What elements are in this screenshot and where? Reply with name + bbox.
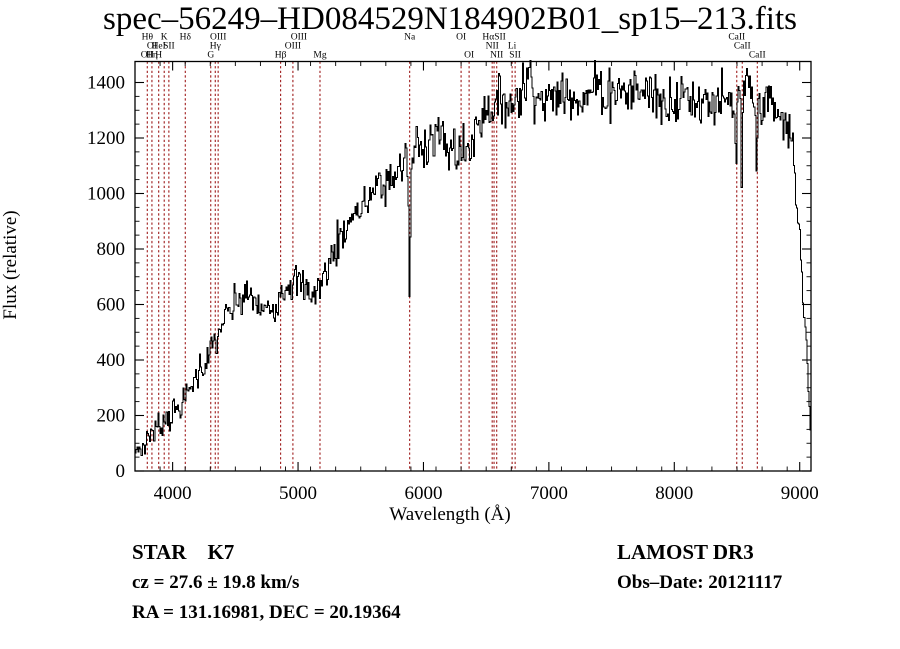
svg-text:1400: 1400 [87, 73, 125, 94]
svg-text:Hδ: Hδ [180, 33, 192, 43]
svg-text:8000: 8000 [655, 483, 693, 504]
svg-text:OI: OI [464, 51, 474, 61]
svg-text:Mg: Mg [313, 51, 326, 61]
svg-text:5000: 5000 [279, 483, 317, 504]
svg-text:OIII: OIII [285, 42, 301, 52]
svg-text:SII: SII [509, 51, 521, 61]
svg-text:1000: 1000 [87, 184, 125, 205]
svg-text:NII: NII [490, 51, 503, 61]
svg-text:Hβ: Hβ [275, 51, 287, 61]
svg-text:SII: SII [163, 42, 175, 52]
svg-text:6000: 6000 [405, 483, 443, 504]
svg-text:400: 400 [97, 350, 126, 371]
svg-text:G: G [207, 51, 214, 61]
svg-text:1200: 1200 [87, 128, 125, 149]
svg-text:OI: OI [456, 33, 466, 43]
svg-text:800: 800 [97, 239, 126, 260]
svg-text:200: 200 [97, 406, 126, 427]
svg-text:600: 600 [97, 295, 126, 316]
svg-text:7000: 7000 [530, 483, 568, 504]
svg-text:4000: 4000 [154, 483, 192, 504]
svg-text:9000: 9000 [781, 483, 819, 504]
svg-text:0: 0 [116, 461, 126, 482]
svg-text:CaII: CaII [749, 51, 766, 61]
svg-text:Na: Na [404, 33, 416, 43]
svg-text:H: H [155, 51, 162, 61]
svg-text:OIII: OIII [291, 33, 307, 43]
